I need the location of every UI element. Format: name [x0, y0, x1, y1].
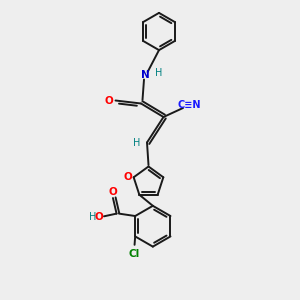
Text: N: N [141, 70, 150, 80]
Text: O: O [123, 172, 132, 182]
Text: O: O [94, 212, 103, 222]
Text: Cl: Cl [129, 249, 140, 259]
Text: O: O [104, 95, 113, 106]
Text: O: O [109, 187, 117, 197]
Text: H: H [89, 212, 96, 222]
Text: C≡N: C≡N [178, 100, 201, 110]
Text: H: H [133, 137, 140, 148]
Text: H: H [155, 68, 163, 79]
